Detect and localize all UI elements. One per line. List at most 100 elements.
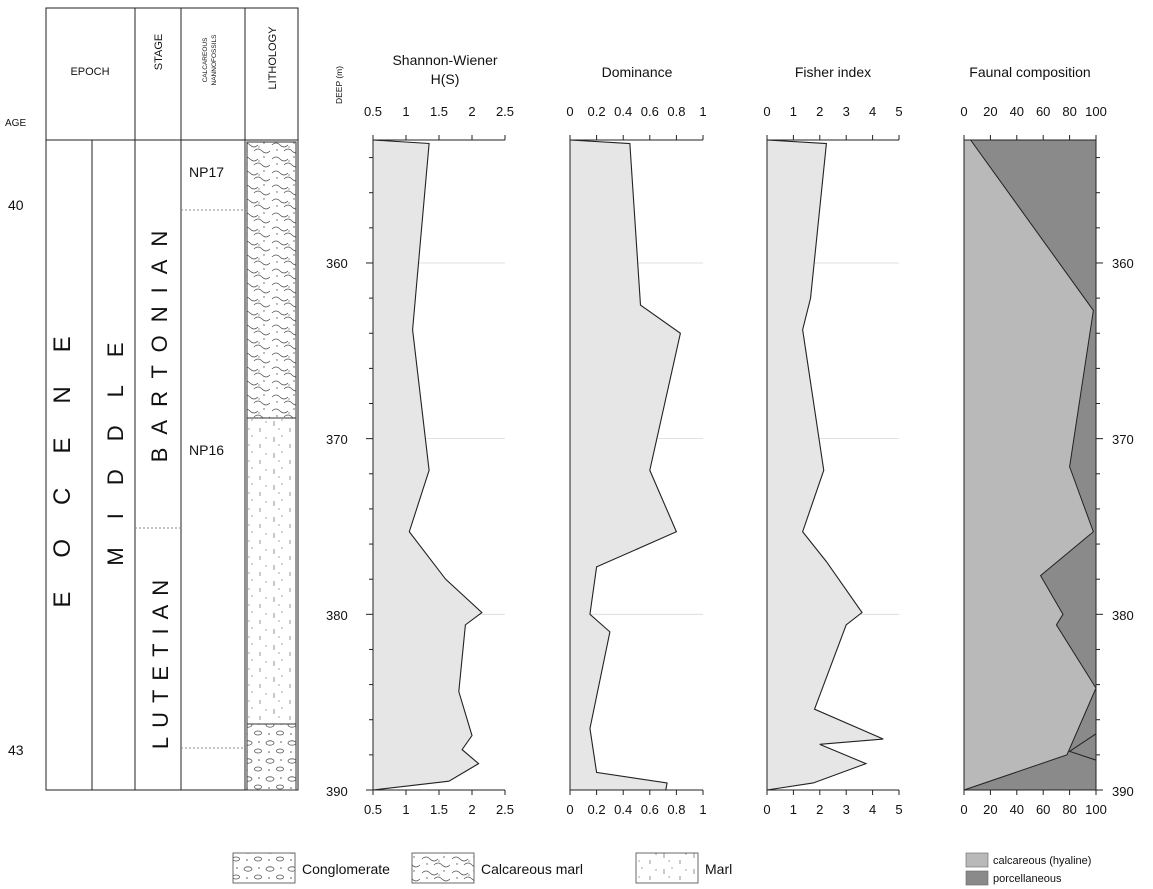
x-tick-label-bottom: 0.2 (588, 802, 606, 817)
subepoch-label: MIDDLE (103, 314, 128, 565)
area-fill (570, 140, 681, 790)
litho-conglomerate (246, 723, 297, 791)
series-line (766, 139, 884, 791)
x-tick-label-top: 0 (566, 104, 573, 119)
x-tick-label-bottom: 2 (468, 802, 475, 817)
age-label-40: 40 (8, 197, 24, 213)
strat-frame (45, 7, 299, 791)
panel-2: 0 0 1 1 2 2 3 3 4 4 5 5 (763, 104, 902, 817)
x-tick-label-bottom: 0.8 (667, 802, 685, 817)
nanno-header-line1: CALCAREOUS (202, 37, 209, 82)
x-tick-label-bottom: 1 (790, 802, 797, 817)
x-tick-label-bottom: 1 (402, 802, 409, 817)
x-tick-label-top: 0 (960, 104, 967, 119)
depth-tick-label: 390 (326, 784, 348, 799)
stage-header: STAGE (153, 34, 165, 70)
x-tick-label-top: 40 (1010, 104, 1024, 119)
x-tick-label-bottom: 4 (869, 802, 876, 817)
legend-swatch-marl (635, 852, 699, 884)
x-tick-label-top: 3 (843, 104, 850, 119)
x-tick-label-top: 1 (402, 104, 409, 119)
age-label-43: 43 (8, 742, 24, 758)
chart-panels: 0.50.5111.51.5222.52.5000.20.20.40.40.60… (364, 104, 1107, 817)
x-tick-label-bottom: 40 (1010, 802, 1024, 817)
area-hyaline (963, 139, 1097, 791)
x-tick-label-top: 0.6 (641, 104, 659, 119)
panel-title-fisher: Fisher index (795, 64, 871, 80)
x-tick-label-bottom: 0 (763, 802, 770, 817)
legend-swatch-hyaline (965, 852, 989, 868)
x-tick-label-top: 80 (1062, 104, 1076, 119)
x-tick-label-top: 2.5 (496, 104, 514, 119)
age-header: AGE (5, 118, 26, 129)
x-tick-label-bottom: 60 (1036, 802, 1050, 817)
series-line (372, 139, 483, 791)
panel-title-faunal: Faunal composition (969, 64, 1090, 80)
panel-0: 0.5 0.5 1 1 1.5 1.5 2 2 2.5 2.5 (364, 104, 514, 817)
panel-title-dominance: Dominance (602, 64, 673, 80)
depth-tick-label-right: 390 (1112, 784, 1134, 799)
x-tick-label-bottom: 1 (699, 802, 706, 817)
x-tick-label-top: 2 (816, 104, 823, 119)
series-line (569, 139, 682, 791)
x-tick-label-top: 20 (983, 104, 997, 119)
x-tick-label-top: 100 (1085, 104, 1107, 119)
x-tick-label-bottom: 2.5 (496, 802, 514, 817)
panel-1: 0 0 0.2 0.2 0.4 0.4 0.6 0.6 0.8 0.8 1 1 (566, 104, 706, 817)
panel-subtitle-shannon: H(S) (431, 71, 460, 87)
strat-column (45, 7, 299, 791)
depth-tick-label: 380 (326, 608, 348, 623)
x-tick-label-top: 60 (1036, 104, 1050, 119)
depth-header: DEEP (m) (334, 66, 344, 104)
x-tick-label-bottom: 80 (1062, 802, 1076, 817)
panel-3: 0 0 20 20 40 40 60 60 80 80 100 100 (960, 104, 1106, 817)
legend-label-porcellaneous: porcellaneous (993, 873, 1062, 885)
area-fill (767, 140, 884, 790)
depth-tick-label: 360 (326, 256, 348, 271)
litho-calcareous-marl (246, 141, 297, 419)
x-tick-label-top: 0.2 (588, 104, 606, 119)
x-tick-label-bottom: 20 (983, 802, 997, 817)
x-tick-label-top: 1 (699, 104, 706, 119)
x-tick-label-bottom: 0.6 (641, 802, 659, 817)
x-tick-label-bottom: 2 (816, 802, 823, 817)
legend-label-calcareous-marl: Calcareous marl (481, 861, 583, 877)
x-tick-label-top: 1.5 (430, 104, 448, 119)
depth-tick-label-right: 370 (1112, 432, 1134, 447)
x-tick-label-top: 0.4 (614, 104, 632, 119)
x-tick-label-bottom: 3 (843, 802, 850, 817)
legend-swatch-porcellaneous (965, 870, 989, 886)
epoch-header: EPOCH (70, 66, 109, 78)
legend-label-conglomerate: Conglomerate (302, 861, 390, 877)
panel-title-shannon: Shannon-Wiener (392, 52, 497, 68)
legend-swatch-calcareous-marl (411, 852, 475, 884)
x-tick-label-top: 4 (869, 104, 876, 119)
nanno-zone-np17: NP17 (189, 164, 224, 180)
x-tick-label-bottom: 0.4 (614, 802, 632, 817)
x-tick-label-top: 2 (468, 104, 475, 119)
legend: Conglomerate Calcareous marl Marl calcar… (232, 852, 1091, 886)
x-tick-label-bottom: 5 (895, 802, 902, 817)
depth-tick-label-right: 360 (1112, 256, 1134, 271)
nanno-zone-np16: NP16 (189, 442, 224, 458)
x-tick-label-top: 5 (895, 104, 902, 119)
x-tick-label-top: 1 (790, 104, 797, 119)
x-tick-label-bottom: 0.5 (364, 802, 382, 817)
lithology-header: LITHOLOGY (267, 26, 279, 90)
legend-label-hyaline: calcareous (hyaline) (993, 855, 1091, 867)
stage-label-bartonian: BARTONIAN (147, 218, 172, 463)
legend-label-marl: Marl (705, 861, 732, 877)
lithology-column (246, 141, 297, 791)
legend-swatch-conglomerate (232, 852, 296, 884)
epoch-label: EOCENE (49, 302, 76, 607)
nanno-header-line2: NANNOFOSSILS (211, 34, 218, 86)
litho-marl (246, 417, 297, 725)
depth-axis (366, 157, 1103, 791)
area-fill (373, 140, 482, 790)
x-tick-label-bottom: 0 (566, 802, 573, 817)
x-tick-label-bottom: 1.5 (430, 802, 448, 817)
depth-tick-label: 370 (326, 432, 348, 447)
x-tick-label-top: 0.8 (667, 104, 685, 119)
x-tick-label-bottom: 0 (960, 802, 967, 817)
